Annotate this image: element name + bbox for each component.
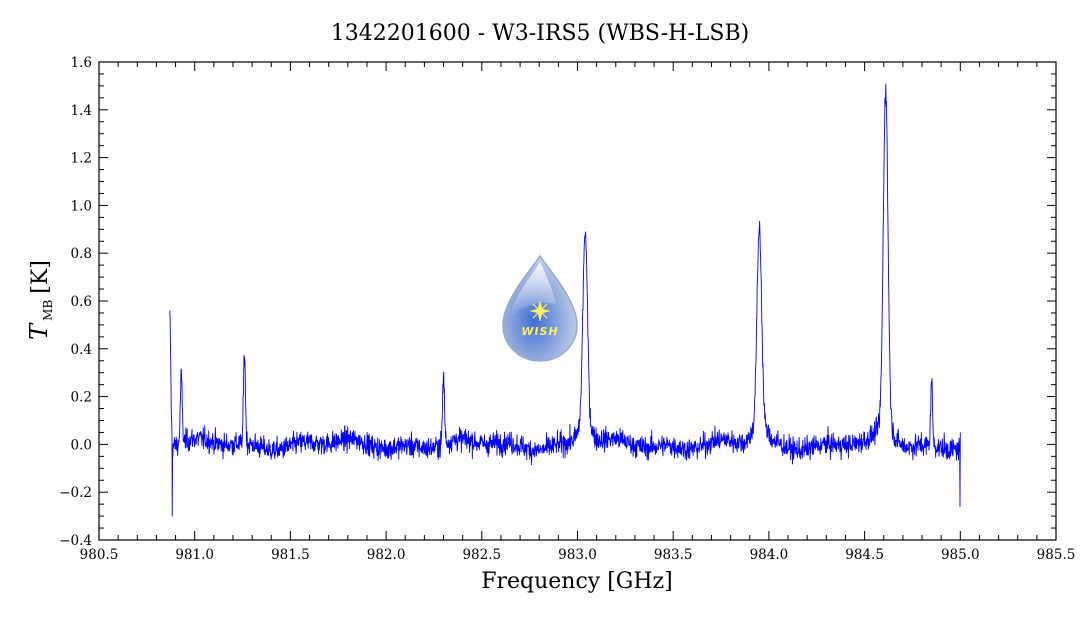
y-tick-label: 0.4 [71, 342, 92, 358]
x-tick-label: 981.0 [175, 547, 214, 563]
x-tick-label: 983.5 [654, 547, 693, 563]
x-tick-label: 984.5 [845, 547, 884, 563]
y-axis-tick-labels: −0.4 −0.2 0.0 0.2 0.4 0.6 0.8 1.0 1.2 1.4 1.6 [59, 55, 92, 549]
x-axis-ticks [98, 62, 1057, 540]
y-tick-label: −0.2 [59, 485, 92, 501]
y-axis-label-subscript: MB [41, 300, 55, 321]
y-axis-label-unit: [K] [28, 260, 53, 294]
chart-title: 1342201600 - W3-IRS5 (WBS-H-LSB) [331, 21, 749, 46]
y-axis-label-symbol: T [25, 322, 53, 340]
x-tick-label: 984.0 [750, 547, 789, 563]
y-tick-label: 1.0 [71, 198, 92, 214]
y-tick-label: 0.0 [71, 437, 92, 453]
logo-text: WISH [521, 325, 558, 338]
y-tick-label: 0.2 [71, 390, 92, 406]
x-tick-label: 982.5 [462, 547, 501, 563]
x-axis-label: Frequency [GHz] [481, 569, 673, 594]
x-tick-label: 981.5 [271, 547, 310, 563]
x-tick-label: 985.5 [1037, 547, 1076, 563]
spectrum-line [169, 83, 961, 517]
x-tick-label: 980.5 [80, 547, 119, 563]
x-tick-label: 985.0 [941, 547, 980, 563]
x-tick-label: 982.0 [367, 547, 406, 563]
y-tick-label: 0.8 [71, 246, 92, 262]
wish-logo: WISH [502, 254, 578, 362]
y-axis-ticks [99, 61, 1056, 541]
y-axis-label: TMB [K] [25, 260, 55, 340]
y-tick-label: −0.4 [59, 533, 92, 549]
plot-area [98, 61, 1057, 541]
y-tick-label: 0.6 [71, 294, 92, 310]
x-tick-label: 983.0 [558, 547, 597, 563]
y-tick-label: 1.2 [71, 151, 92, 167]
y-tick-label: 1.6 [71, 55, 92, 71]
y-tick-label: 1.4 [71, 103, 92, 119]
x-axis-tick-labels: 980.5 981.0 981.5 982.0 982.5 983.0 983.5 984.0… [80, 547, 1076, 563]
svg-text:TMB[K]: TMB [K] [25, 260, 55, 340]
